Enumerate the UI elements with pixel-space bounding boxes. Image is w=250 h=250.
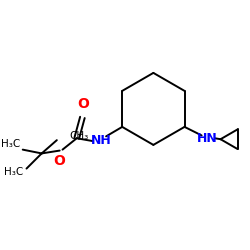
Text: CH₃: CH₃ [69, 131, 88, 141]
Text: H₃C: H₃C [4, 167, 24, 177]
Text: O: O [54, 154, 66, 168]
Text: H₃C: H₃C [1, 139, 20, 149]
Text: HN: HN [197, 132, 218, 145]
Text: O: O [78, 97, 89, 111]
Text: NH: NH [91, 134, 112, 147]
